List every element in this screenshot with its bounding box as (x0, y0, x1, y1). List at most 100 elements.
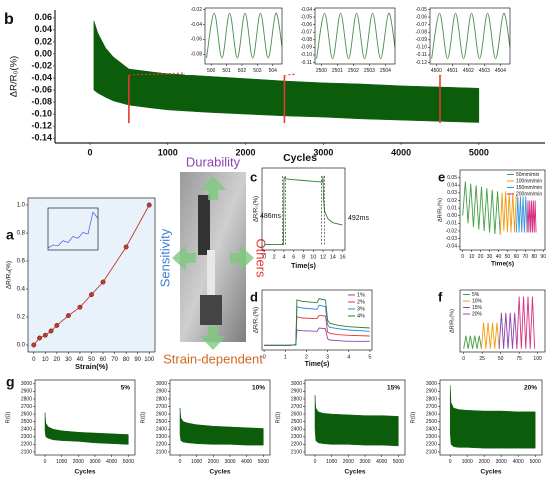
x-axis-label: Cycles (283, 152, 317, 164)
x-tick-label: 2000 (343, 459, 354, 465)
x-tick-label: 50 (505, 254, 511, 260)
y-tick-label: -0.07 (416, 22, 428, 28)
y-tick-label: 2600 (156, 411, 167, 417)
x-tick-label: 2504 (380, 68, 391, 74)
y-tick-label: 0.04 (447, 183, 457, 189)
x-tick-label: 20 (54, 357, 61, 363)
x-tick-label: 4000 (376, 459, 387, 465)
plot-frame (261, 289, 373, 351)
y-tick-label: 2800 (291, 396, 302, 402)
x-tick-label: 0 (87, 147, 92, 157)
y-tick-label: 2600 (426, 411, 437, 417)
chart-panel: 500 501 502 503 504 -0.02 -0.04 -0.06 -0.08 (185, 4, 288, 75)
x-tick-label: 20 (478, 254, 484, 260)
x-tick-label: 4 (347, 354, 350, 360)
y-tick-label: 2300 (21, 434, 32, 440)
y-tick-label: 2200 (21, 442, 32, 448)
y-axis-label: R(Ω) (275, 411, 281, 423)
x-tick-label: 2500 (316, 68, 327, 74)
marker (37, 335, 42, 341)
x-tick-label: 4502 (463, 68, 474, 74)
y-tick-label: 2300 (426, 434, 437, 440)
y-tick-label: -0.06 (191, 37, 203, 43)
plot-area (206, 12, 282, 59)
annotation: 10% (252, 385, 265, 392)
x-tick-label: 0 (461, 254, 464, 260)
y-tick-label: 2100 (156, 449, 167, 455)
plot-frame (204, 7, 283, 65)
x-tick-label: 1 (284, 354, 287, 360)
y-tick-label: 2500 (426, 419, 437, 425)
marker (123, 244, 129, 250)
y-tick-label: 2300 (156, 434, 167, 440)
x-tick-label: 12 (320, 254, 326, 260)
x-tick-label: 502 (238, 68, 247, 74)
x-tick-label: 0 (314, 459, 317, 465)
y-tick-label: 2700 (21, 404, 32, 410)
y-axis-label: R(Ω) (5, 411, 11, 423)
band (314, 395, 399, 447)
y-tick-label: 3000 (21, 381, 32, 387)
marker (42, 332, 48, 338)
annotation: 486ms (260, 213, 282, 220)
chart-panel: 0 10 20 30 40 50 60 70 80 90 100 0.0 0.2 0.4 0.6 0.8 1.0… (6, 197, 156, 371)
x-tick-label: 2503 (364, 68, 375, 74)
photo-clamp (198, 195, 210, 255)
line (316, 12, 395, 60)
y-tick-label: 2100 (21, 449, 32, 455)
x-tick-label: 4501 (447, 68, 458, 74)
y-tick-label: 0.02 (447, 198, 457, 204)
y-tick-label: -0.10 (416, 45, 428, 51)
marker (89, 292, 94, 298)
x-tick-label: 2000 (208, 459, 219, 465)
y-tick-label: -0.05 (416, 7, 428, 13)
chart-panel: 2500 2501 2502 2503 2504 -0.04-0.05 -0.06 -0.07… (295, 4, 401, 75)
x-tick-label: 5000 (123, 459, 134, 465)
y-tick-label: 2800 (21, 396, 32, 402)
x-axis-label: Time(s) (491, 261, 514, 268)
panel-label: b (4, 11, 14, 28)
x-tick-label: 4000 (391, 147, 411, 157)
panel-label: f (438, 289, 443, 304)
y-tick-label: 2700 (426, 404, 437, 410)
y-tick-label: -0.08 (191, 52, 203, 58)
y-tick-label: -0.04 (31, 72, 52, 82)
x-tick-label: 30 (487, 254, 493, 260)
x-tick-label: 16 (339, 254, 345, 260)
x-tick-label: 1000 (158, 147, 178, 157)
x-tick-label: 2501 (332, 68, 343, 74)
x-axis-label: Cycles (345, 469, 366, 476)
y-tick-label: -0.05 (301, 14, 313, 20)
legend-label: 4% (357, 313, 365, 319)
x-tick-label: 5000 (393, 459, 404, 465)
y-tick-label: -0.10 (31, 108, 52, 118)
chart-panel: 0 25 50 75 100 ΔR/R₀(%) f 5%10%15%20% (438, 289, 546, 362)
y-tick-label: -0.04 (191, 22, 203, 28)
y-tick-label: 0.4 (17, 287, 26, 293)
y-tick-label: 0.00 (447, 213, 457, 219)
band (449, 385, 536, 449)
chart-panel: 0 2 4 6 8 10 12 14 16 Time(s) ΔR/R₀(%) c 486ms 492ms (250, 167, 370, 270)
plot-area (314, 395, 399, 447)
panel-label: g (6, 374, 15, 390)
y-tick-label: -0.03 (446, 236, 458, 242)
y-tick-label: -0.01 (446, 221, 458, 227)
x-tick-label: 4503 (479, 68, 490, 74)
plot-frame (314, 7, 396, 65)
x-tick-label: 504 (269, 68, 278, 74)
x-tick-label: 10 (42, 357, 49, 363)
inset-background (185, 4, 288, 75)
x-tick-label: 500 (207, 68, 216, 74)
y-axis-label: R(Ω) (140, 411, 146, 423)
line (480, 322, 500, 349)
y-tick-label: -0.02 (191, 7, 203, 13)
line (264, 175, 343, 245)
x-tick-label: 75 (516, 356, 522, 362)
y-tick-label: -0.12 (416, 60, 428, 66)
plot-frame (304, 379, 406, 456)
strain-dependent-label: Strain-dependent (163, 351, 263, 366)
line (526, 200, 537, 233)
x-tick-label: 14 (330, 254, 336, 260)
